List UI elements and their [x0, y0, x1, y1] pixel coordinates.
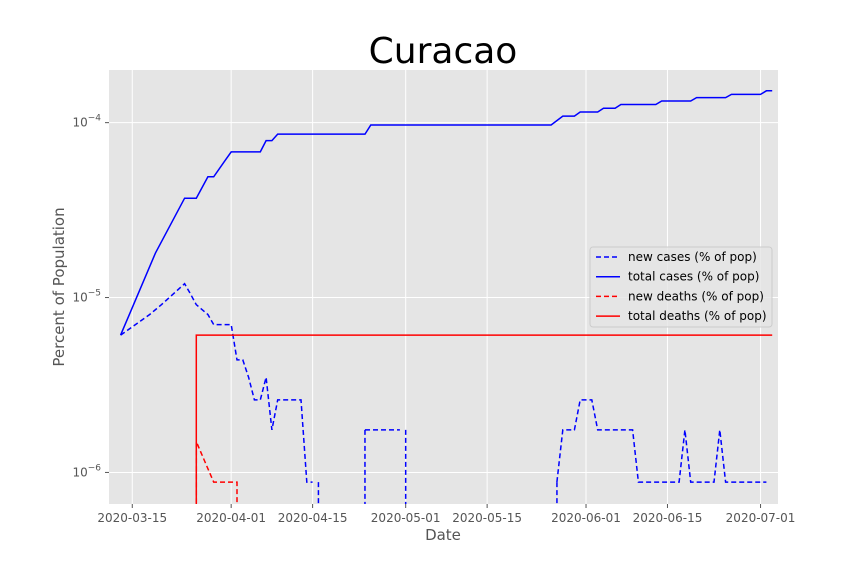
legend-box [589, 246, 773, 328]
legend-label: new cases (% of pop) [628, 250, 757, 264]
series-line-0 [120, 282, 313, 483]
x-tick-label: 2020-06-15 [633, 511, 703, 525]
legend-label: new deaths (% of pop) [628, 289, 764, 303]
x-tick-label: 2020-06-01 [551, 511, 621, 525]
series-line-0 [556, 399, 767, 483]
x-ticks: 2020-03-15 2020-04-01 2020-04-15 2020-05-01… [97, 504, 795, 525]
y-tick-exponent: −4 [88, 114, 102, 124]
y-ticks: 10−610−510−4 [72, 114, 109, 479]
y-tick-label: 10−4 [72, 114, 101, 130]
y-tick-base: 10 [72, 465, 87, 479]
series-line-1 [119, 90, 773, 336]
x-axis-label: Date [425, 526, 461, 544]
chart-title: Curacao [369, 31, 518, 72]
x-tick-label: 2020-07-01 [726, 511, 796, 525]
legend: new cases (% of pop) total cases (% of po… [589, 246, 773, 328]
y-tick-exponent: −6 [88, 463, 102, 473]
series-line-3 [195, 334, 773, 504]
y-tick-label: 10−6 [72, 463, 101, 479]
x-tick-label: 2020-04-01 [196, 511, 266, 525]
y-tick-base: 10 [72, 116, 87, 130]
x-tick-label: 2020-04-15 [278, 511, 348, 525]
x-tick-label: 2020-05-01 [371, 511, 441, 525]
x-tick-label: 2020-03-15 [97, 511, 167, 525]
y-tick-label: 10−5 [72, 289, 101, 305]
x-tick-label: 2020-05-15 [452, 511, 522, 525]
y-axis-label: Percent of Population [50, 207, 68, 366]
y-tick-exponent: −5 [88, 289, 101, 299]
legend-label: total deaths (% of pop) [628, 309, 767, 323]
y-tick-base: 10 [72, 291, 87, 305]
legend-label: total cases (% of pop) [628, 270, 759, 284]
series-layer [119, 90, 773, 504]
